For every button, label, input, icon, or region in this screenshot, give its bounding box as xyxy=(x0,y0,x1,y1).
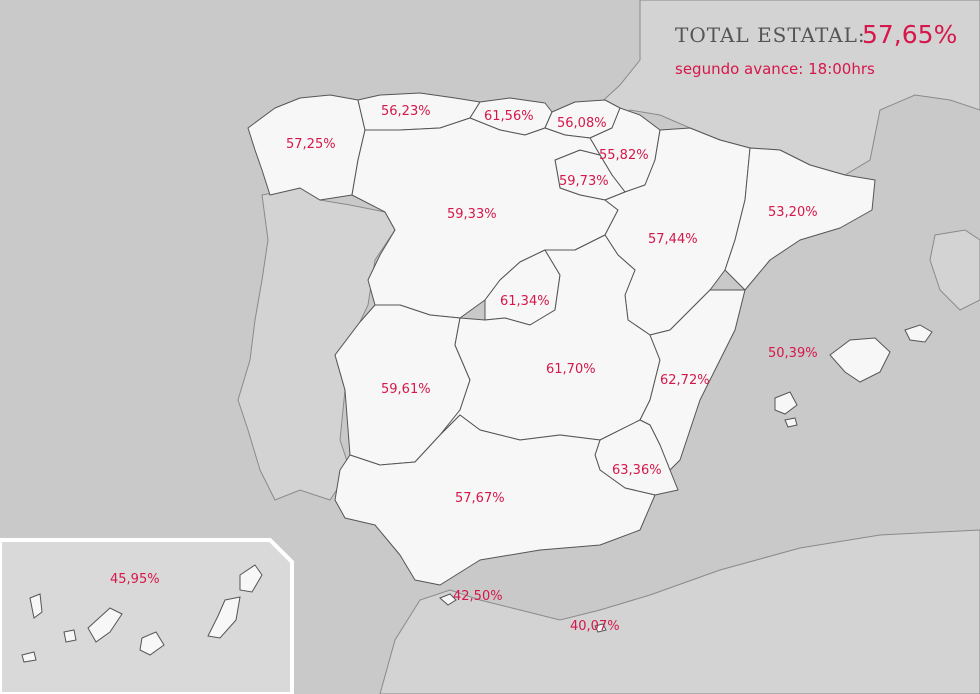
portugal-landmass xyxy=(237,187,396,501)
territory-ceuta xyxy=(439,593,457,606)
label-baleares: 50,39% xyxy=(768,346,818,361)
label-aragon: 57,44% xyxy=(648,232,698,247)
island-menorca xyxy=(904,324,933,343)
label-extremadura: 59,61% xyxy=(381,382,431,397)
label-canarias: 45,95% xyxy=(110,572,160,587)
subtitle: segundo avance: 18:00hrs xyxy=(675,60,875,78)
label-cantabria: 61,56% xyxy=(484,109,534,124)
label-murcia: 63,36% xyxy=(612,463,662,478)
label-castilla-leon: 59,33% xyxy=(447,207,497,222)
canarias-inset-frame xyxy=(0,538,294,694)
region-valencia xyxy=(639,289,746,471)
island-la-gomera xyxy=(63,629,77,643)
label-pais-vasco: 56,08% xyxy=(557,116,607,131)
region-andalucia xyxy=(334,414,656,586)
label-valencia: 62,72% xyxy=(660,373,710,388)
island-gran-canaria xyxy=(139,631,165,656)
territory-melilla xyxy=(594,623,607,633)
label-castilla-la-mancha: 61,70% xyxy=(546,362,596,377)
region-cataluna xyxy=(724,147,876,291)
label-madrid: 61,34% xyxy=(500,294,550,309)
island-mallorca xyxy=(829,337,891,383)
island-lanzarote xyxy=(239,564,263,593)
island-el-hierro xyxy=(21,651,37,663)
label-melilla: 40,07% xyxy=(570,619,620,634)
sardinia-landmass xyxy=(929,229,980,311)
label-ceuta: 42,50% xyxy=(453,589,503,604)
total-value: 57,65% xyxy=(862,20,957,49)
label-navarra: 55,82% xyxy=(599,148,649,163)
island-tenerife xyxy=(87,607,123,643)
label-cataluna: 53,20% xyxy=(768,205,818,220)
total-label: TOTAL ESTATAL: xyxy=(675,23,866,47)
island-la-palma xyxy=(29,593,43,619)
label-asturias: 56,23% xyxy=(381,104,431,119)
africa-landmass xyxy=(379,529,980,694)
island-formentera xyxy=(784,417,798,428)
label-andalucia: 57,67% xyxy=(455,491,505,506)
island-ibiza xyxy=(774,391,798,415)
island-fuerteventura xyxy=(207,596,241,639)
label-la-rioja: 59,73% xyxy=(559,174,609,189)
label-galicia: 57,25% xyxy=(286,137,336,152)
